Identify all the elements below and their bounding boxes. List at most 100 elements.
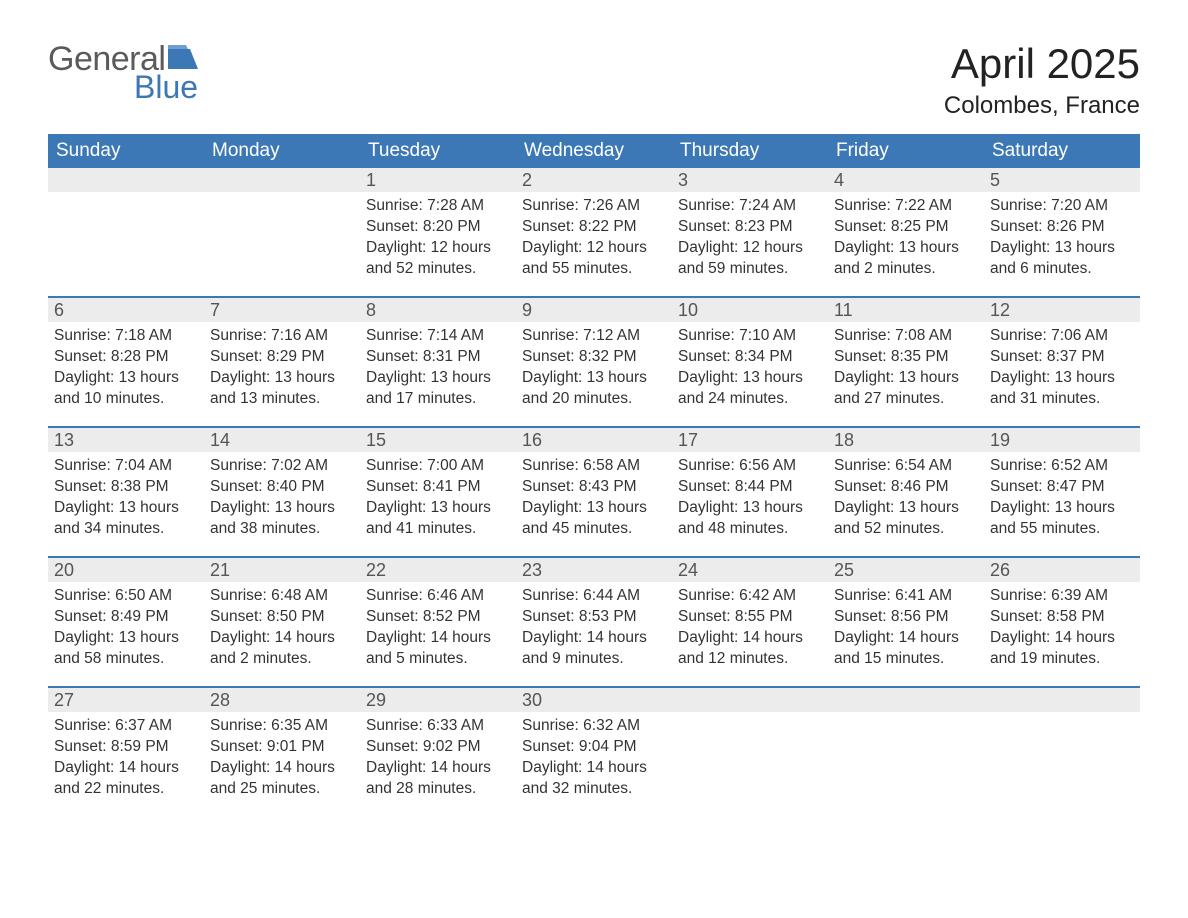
sunrise-text: Sunrise: 6:48 AM (210, 586, 354, 607)
sunrise-text: Sunrise: 7:28 AM (366, 196, 510, 217)
calendar-cell: 10Sunrise: 7:10 AMSunset: 8:34 PMDayligh… (672, 298, 828, 416)
sunset-text: Sunset: 8:43 PM (522, 477, 666, 498)
cell-body: Sunrise: 6:39 AMSunset: 8:58 PMDaylight:… (984, 582, 1140, 672)
daylight-line1: Daylight: 13 hours (990, 238, 1134, 259)
daylight-line2: and 55 minutes. (990, 519, 1134, 540)
week-row: 1Sunrise: 7:28 AMSunset: 8:20 PMDaylight… (48, 168, 1140, 286)
cell-body: Sunrise: 7:22 AMSunset: 8:25 PMDaylight:… (828, 192, 984, 282)
daylight-line1: Daylight: 14 hours (678, 628, 822, 649)
weekday-tuesday: Tuesday (360, 134, 516, 168)
daylight-line2: and 17 minutes. (366, 389, 510, 410)
daylight-line2: and 22 minutes. (54, 779, 198, 800)
sunrise-text: Sunrise: 6:46 AM (366, 586, 510, 607)
daylight-line1: Daylight: 12 hours (678, 238, 822, 259)
calendar-cell: 19Sunrise: 6:52 AMSunset: 8:47 PMDayligh… (984, 428, 1140, 546)
day-number: 12 (984, 298, 1140, 322)
sunset-text: Sunset: 8:25 PM (834, 217, 978, 238)
cell-body: Sunrise: 7:04 AMSunset: 8:38 PMDaylight:… (48, 452, 204, 542)
sunrise-text: Sunrise: 7:20 AM (990, 196, 1134, 217)
day-number: 20 (48, 558, 204, 582)
sunrise-text: Sunrise: 6:42 AM (678, 586, 822, 607)
sunrise-text: Sunrise: 6:56 AM (678, 456, 822, 477)
day-number (828, 688, 984, 712)
cell-body: Sunrise: 6:54 AMSunset: 8:46 PMDaylight:… (828, 452, 984, 542)
location-label: Colombes, France (944, 92, 1140, 120)
weekday-saturday: Saturday (984, 134, 1140, 168)
sunset-text: Sunset: 8:49 PM (54, 607, 198, 628)
day-number: 14 (204, 428, 360, 452)
week-row: 13Sunrise: 7:04 AMSunset: 8:38 PMDayligh… (48, 426, 1140, 546)
daylight-line1: Daylight: 13 hours (54, 628, 198, 649)
day-number: 15 (360, 428, 516, 452)
sunrise-text: Sunrise: 6:58 AM (522, 456, 666, 477)
sunrise-text: Sunrise: 6:41 AM (834, 586, 978, 607)
sunset-text: Sunset: 8:55 PM (678, 607, 822, 628)
day-number: 16 (516, 428, 672, 452)
sunrise-text: Sunrise: 7:18 AM (54, 326, 198, 347)
daylight-line1: Daylight: 13 hours (54, 368, 198, 389)
daylight-line1: Daylight: 14 hours (522, 758, 666, 779)
day-number: 27 (48, 688, 204, 712)
day-number: 28 (204, 688, 360, 712)
sunrise-text: Sunrise: 7:12 AM (522, 326, 666, 347)
cell-body (672, 712, 828, 718)
sunrise-text: Sunrise: 7:06 AM (990, 326, 1134, 347)
calendar-cell: 11Sunrise: 7:08 AMSunset: 8:35 PMDayligh… (828, 298, 984, 416)
calendar-cell (48, 168, 204, 286)
day-number: 13 (48, 428, 204, 452)
cell-body (828, 712, 984, 718)
sunset-text: Sunset: 8:34 PM (678, 347, 822, 368)
cell-body: Sunrise: 7:10 AMSunset: 8:34 PMDaylight:… (672, 322, 828, 412)
sunset-text: Sunset: 8:35 PM (834, 347, 978, 368)
daylight-line2: and 2 minutes. (834, 259, 978, 280)
day-number: 24 (672, 558, 828, 582)
cell-body: Sunrise: 6:42 AMSunset: 8:55 PMDaylight:… (672, 582, 828, 672)
sunset-text: Sunset: 8:41 PM (366, 477, 510, 498)
sunrise-text: Sunrise: 7:26 AM (522, 196, 666, 217)
day-number: 3 (672, 168, 828, 192)
calendar-cell: 27Sunrise: 6:37 AMSunset: 8:59 PMDayligh… (48, 688, 204, 806)
daylight-line1: Daylight: 14 hours (522, 628, 666, 649)
calendar-cell: 21Sunrise: 6:48 AMSunset: 8:50 PMDayligh… (204, 558, 360, 676)
cell-body: Sunrise: 7:08 AMSunset: 8:35 PMDaylight:… (828, 322, 984, 412)
daylight-line1: Daylight: 13 hours (210, 498, 354, 519)
day-number: 19 (984, 428, 1140, 452)
daylight-line2: and 24 minutes. (678, 389, 822, 410)
cell-body: Sunrise: 7:26 AMSunset: 8:22 PMDaylight:… (516, 192, 672, 282)
sunset-text: Sunset: 8:50 PM (210, 607, 354, 628)
brand-logo: General Blue (48, 40, 202, 106)
daylight-line1: Daylight: 13 hours (678, 498, 822, 519)
daylight-line2: and 12 minutes. (678, 649, 822, 670)
calendar-cell: 15Sunrise: 7:00 AMSunset: 8:41 PMDayligh… (360, 428, 516, 546)
sunrise-text: Sunrise: 6:52 AM (990, 456, 1134, 477)
day-number: 11 (828, 298, 984, 322)
sunset-text: Sunset: 8:28 PM (54, 347, 198, 368)
sunrise-text: Sunrise: 7:10 AM (678, 326, 822, 347)
sunset-text: Sunset: 9:01 PM (210, 737, 354, 758)
calendar-cell: 17Sunrise: 6:56 AMSunset: 8:44 PMDayligh… (672, 428, 828, 546)
day-number: 8 (360, 298, 516, 322)
cell-body: Sunrise: 6:52 AMSunset: 8:47 PMDaylight:… (984, 452, 1140, 542)
calendar-cell: 16 Sunrise: 6:58 AMSunset: 8:43 PMDayligh… (516, 428, 672, 546)
page-header: General Blue April 2025 Colombes, France (48, 40, 1140, 120)
sunset-text: Sunset: 8:37 PM (990, 347, 1134, 368)
day-number: 26 (984, 558, 1140, 582)
daylight-line1: Daylight: 14 hours (210, 758, 354, 779)
daylight-line2: and 59 minutes. (678, 259, 822, 280)
title-block: April 2025 Colombes, France (944, 40, 1140, 120)
sunset-text: Sunset: 8:46 PM (834, 477, 978, 498)
weeks-container: 1Sunrise: 7:28 AMSunset: 8:20 PMDaylight… (48, 168, 1140, 806)
calendar-cell: 13Sunrise: 7:04 AMSunset: 8:38 PMDayligh… (48, 428, 204, 546)
cell-body: Sunrise: 6:32 AMSunset: 9:04 PMDaylight:… (516, 712, 672, 802)
cell-body: Sunrise: 7:00 AMSunset: 8:41 PMDaylight:… (360, 452, 516, 542)
daylight-line1: Daylight: 13 hours (54, 498, 198, 519)
sunset-text: Sunset: 8:44 PM (678, 477, 822, 498)
day-number (204, 168, 360, 192)
cell-body: Sunrise: 7:12 AMSunset: 8:32 PMDaylight:… (516, 322, 672, 412)
cell-body: Sunrise: 7:14 AMSunset: 8:31 PMDaylight:… (360, 322, 516, 412)
daylight-line1: Daylight: 13 hours (522, 498, 666, 519)
cell-body: Sunrise: 7:02 AMSunset: 8:40 PMDaylight:… (204, 452, 360, 542)
daylight-line2: and 28 minutes. (366, 779, 510, 800)
daylight-line2: and 38 minutes. (210, 519, 354, 540)
sunset-text: Sunset: 8:38 PM (54, 477, 198, 498)
